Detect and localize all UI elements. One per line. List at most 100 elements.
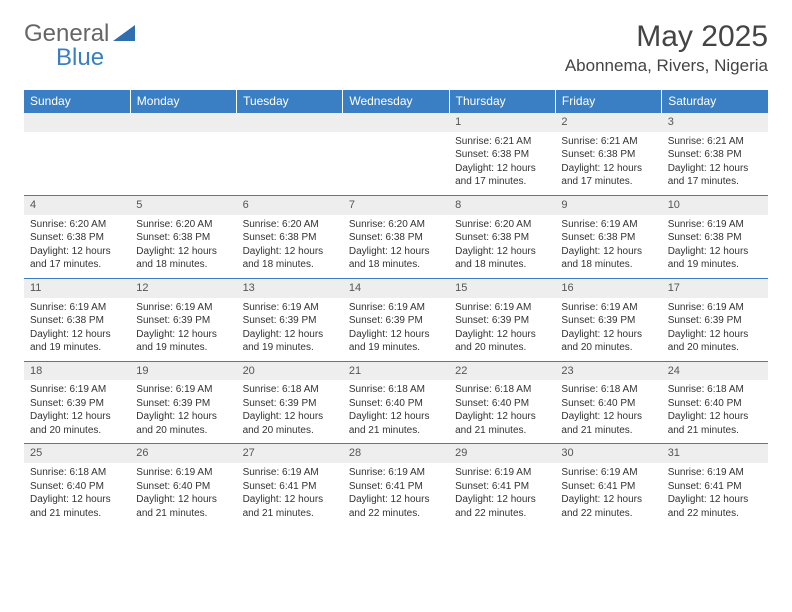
day-number: 11	[24, 279, 130, 298]
calendar-cell: 31Sunrise: 6:19 AMSunset: 6:41 PMDayligh…	[662, 444, 768, 526]
sunrise-text: Sunrise: 6:20 AM	[455, 218, 549, 232]
sunrise-text: Sunrise: 6:20 AM	[136, 218, 230, 232]
sunrise-text: Sunrise: 6:21 AM	[561, 135, 655, 149]
calendar-cell: 22Sunrise: 6:18 AMSunset: 6:40 PMDayligh…	[449, 361, 555, 444]
day-number: 9	[555, 196, 661, 215]
day-body: Sunrise: 6:18 AMSunset: 6:40 PMDaylight:…	[555, 380, 661, 443]
sunset-text: Sunset: 6:39 PM	[30, 397, 124, 411]
day-body: Sunrise: 6:18 AMSunset: 6:40 PMDaylight:…	[343, 380, 449, 443]
daylight-text-2: and 17 minutes.	[668, 175, 762, 189]
calendar-cell: 29Sunrise: 6:19 AMSunset: 6:41 PMDayligh…	[449, 444, 555, 526]
day-number: 14	[343, 279, 449, 298]
daylight-text-1: Daylight: 12 hours	[561, 493, 655, 507]
calendar-cell: 25Sunrise: 6:18 AMSunset: 6:40 PMDayligh…	[24, 444, 130, 526]
daylight-text-2: and 22 minutes.	[668, 507, 762, 521]
calendar-head: SundayMondayTuesdayWednesdayThursdayFrid…	[24, 90, 768, 113]
daylight-text-1: Daylight: 12 hours	[136, 410, 230, 424]
daylight-text-1: Daylight: 12 hours	[136, 245, 230, 259]
day-body: Sunrise: 6:19 AMSunset: 6:38 PMDaylight:…	[662, 215, 768, 278]
location-label: Abonnema, Rivers, Nigeria	[565, 56, 768, 76]
weekday-header: Thursday	[449, 90, 555, 113]
day-body: Sunrise: 6:19 AMSunset: 6:41 PMDaylight:…	[662, 463, 768, 526]
calendar-cell: 17Sunrise: 6:19 AMSunset: 6:39 PMDayligh…	[662, 278, 768, 361]
daylight-text-2: and 22 minutes.	[455, 507, 549, 521]
sunrise-text: Sunrise: 6:19 AM	[349, 466, 443, 480]
sunrise-text: Sunrise: 6:19 AM	[243, 466, 337, 480]
calendar-cell: 8Sunrise: 6:20 AMSunset: 6:38 PMDaylight…	[449, 195, 555, 278]
day-number: 3	[662, 113, 768, 132]
sunset-text: Sunset: 6:41 PM	[561, 480, 655, 494]
day-number: 16	[555, 279, 661, 298]
daylight-text-2: and 20 minutes.	[455, 341, 549, 355]
calendar-cell: 15Sunrise: 6:19 AMSunset: 6:39 PMDayligh…	[449, 278, 555, 361]
calendar-cell	[343, 113, 449, 196]
day-body: Sunrise: 6:20 AMSunset: 6:38 PMDaylight:…	[130, 215, 236, 278]
daylight-text-1: Daylight: 12 hours	[561, 245, 655, 259]
sunrise-text: Sunrise: 6:21 AM	[455, 135, 549, 149]
daylight-text-2: and 17 minutes.	[30, 258, 124, 272]
day-number: 24	[662, 362, 768, 381]
sunrise-text: Sunrise: 6:19 AM	[30, 383, 124, 397]
daylight-text-1: Daylight: 12 hours	[455, 410, 549, 424]
sunrise-text: Sunrise: 6:19 AM	[668, 301, 762, 315]
sunrise-text: Sunrise: 6:19 AM	[668, 218, 762, 232]
calendar-cell: 6Sunrise: 6:20 AMSunset: 6:38 PMDaylight…	[237, 195, 343, 278]
sunset-text: Sunset: 6:39 PM	[455, 314, 549, 328]
daylight-text-2: and 19 minutes.	[136, 341, 230, 355]
day-body: Sunrise: 6:21 AMSunset: 6:38 PMDaylight:…	[555, 132, 661, 195]
day-body: Sunrise: 6:21 AMSunset: 6:38 PMDaylight:…	[662, 132, 768, 195]
weekday-header: Friday	[555, 90, 661, 113]
title-block: May 2025 Abonnema, Rivers, Nigeria	[565, 20, 768, 76]
day-number	[130, 113, 236, 132]
sunset-text: Sunset: 6:38 PM	[668, 231, 762, 245]
sunset-text: Sunset: 6:38 PM	[455, 231, 549, 245]
day-body: Sunrise: 6:19 AMSunset: 6:39 PMDaylight:…	[662, 298, 768, 361]
calendar-cell	[24, 113, 130, 196]
day-body: Sunrise: 6:19 AMSunset: 6:41 PMDaylight:…	[237, 463, 343, 526]
sunset-text: Sunset: 6:39 PM	[136, 397, 230, 411]
daylight-text-1: Daylight: 12 hours	[349, 328, 443, 342]
sunset-text: Sunset: 6:38 PM	[455, 148, 549, 162]
day-number: 13	[237, 279, 343, 298]
calendar-cell: 18Sunrise: 6:19 AMSunset: 6:39 PMDayligh…	[24, 361, 130, 444]
sunrise-text: Sunrise: 6:18 AM	[668, 383, 762, 397]
day-number: 2	[555, 113, 661, 132]
daylight-text-1: Daylight: 12 hours	[668, 162, 762, 176]
day-number: 18	[24, 362, 130, 381]
sunrise-text: Sunrise: 6:18 AM	[30, 466, 124, 480]
day-number: 21	[343, 362, 449, 381]
sunset-text: Sunset: 6:41 PM	[349, 480, 443, 494]
daylight-text-1: Daylight: 12 hours	[561, 162, 655, 176]
day-number: 26	[130, 444, 236, 463]
calendar-cell: 26Sunrise: 6:19 AMSunset: 6:40 PMDayligh…	[130, 444, 236, 526]
sunrise-text: Sunrise: 6:19 AM	[136, 301, 230, 315]
calendar-cell: 16Sunrise: 6:19 AMSunset: 6:39 PMDayligh…	[555, 278, 661, 361]
calendar-cell: 1Sunrise: 6:21 AMSunset: 6:38 PMDaylight…	[449, 113, 555, 196]
calendar-cell: 23Sunrise: 6:18 AMSunset: 6:40 PMDayligh…	[555, 361, 661, 444]
day-body: Sunrise: 6:21 AMSunset: 6:38 PMDaylight:…	[449, 132, 555, 195]
calendar-body: 1Sunrise: 6:21 AMSunset: 6:38 PMDaylight…	[24, 113, 768, 527]
daylight-text-2: and 22 minutes.	[561, 507, 655, 521]
daylight-text-2: and 19 minutes.	[349, 341, 443, 355]
calendar-cell: 28Sunrise: 6:19 AMSunset: 6:41 PMDayligh…	[343, 444, 449, 526]
calendar-cell: 27Sunrise: 6:19 AMSunset: 6:41 PMDayligh…	[237, 444, 343, 526]
daylight-text-1: Daylight: 12 hours	[30, 328, 124, 342]
day-number: 6	[237, 196, 343, 215]
sunset-text: Sunset: 6:38 PM	[243, 231, 337, 245]
sunset-text: Sunset: 6:40 PM	[455, 397, 549, 411]
sunrise-text: Sunrise: 6:21 AM	[668, 135, 762, 149]
calendar-week-row: 1Sunrise: 6:21 AMSunset: 6:38 PMDaylight…	[24, 113, 768, 196]
daylight-text-1: Daylight: 12 hours	[668, 245, 762, 259]
calendar-week-row: 25Sunrise: 6:18 AMSunset: 6:40 PMDayligh…	[24, 444, 768, 526]
daylight-text-2: and 21 minutes.	[243, 507, 337, 521]
logo-text-blue: Blue	[56, 44, 104, 72]
calendar-cell: 21Sunrise: 6:18 AMSunset: 6:40 PMDayligh…	[343, 361, 449, 444]
day-body: Sunrise: 6:20 AMSunset: 6:38 PMDaylight:…	[237, 215, 343, 278]
weekday-header: Tuesday	[237, 90, 343, 113]
day-number: 8	[449, 196, 555, 215]
calendar-table: SundayMondayTuesdayWednesdayThursdayFrid…	[24, 90, 768, 526]
sunset-text: Sunset: 6:39 PM	[243, 397, 337, 411]
daylight-text-2: and 21 minutes.	[455, 424, 549, 438]
daylight-text-2: and 18 minutes.	[243, 258, 337, 272]
day-body	[343, 132, 449, 190]
